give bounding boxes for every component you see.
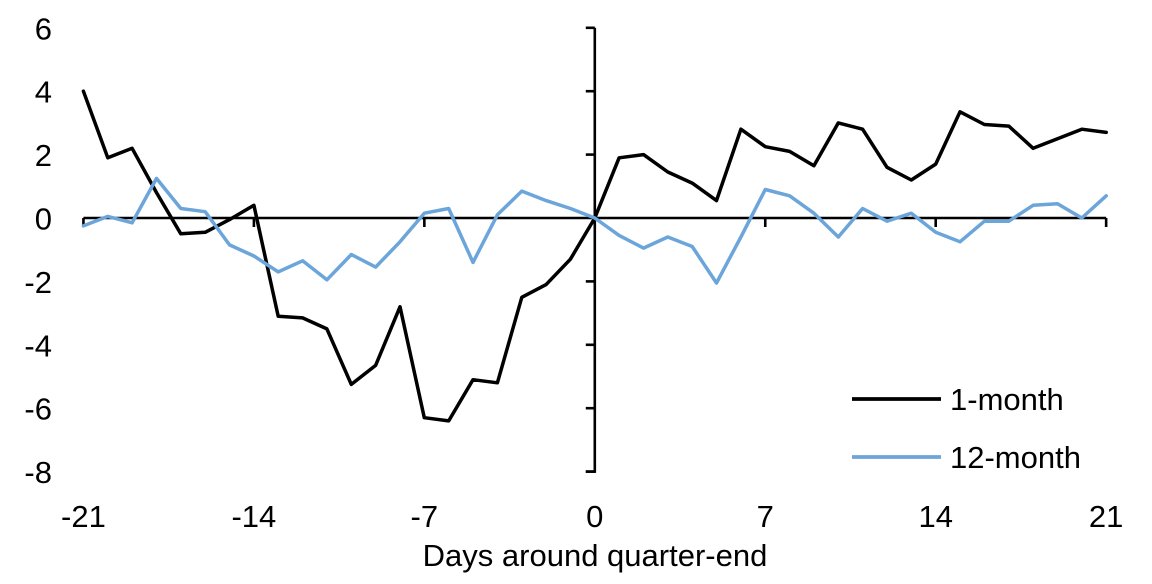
y-tick-label: 2 [35, 138, 52, 173]
y-tick-label: 4 [35, 75, 52, 110]
x-tick-label: 0 [586, 499, 603, 534]
series-lines [81, 89, 1108, 423]
x-axis-title: Days around quarter-end [423, 538, 768, 573]
y-tick-label: -2 [24, 265, 52, 300]
y-tick-label: 6 [35, 11, 52, 46]
y-tick-label: -8 [24, 455, 52, 490]
legend: 1-month 12-month [852, 382, 1081, 475]
y-tick-label: -6 [24, 392, 52, 427]
series-line-12-month [81, 176, 1108, 285]
x-tick-label: 21 [1089, 499, 1123, 534]
y-tick-label: -4 [24, 328, 52, 363]
x-tick-label: 7 [757, 499, 774, 534]
x-tick-label: -7 [411, 499, 439, 534]
legend-label-12-month: 12-month [950, 440, 1081, 475]
x-tick-label: 14 [918, 499, 952, 534]
tick-labels: -21 -14 -7 0 7 14 21 6 4 2 0 -2 -4 -6 -8 [24, 11, 1123, 534]
x-tick-label: -14 [231, 499, 276, 534]
y-tick-label: 0 [35, 202, 52, 237]
x-tick-label: -21 [61, 499, 106, 534]
legend-label-1-month: 1-month [950, 382, 1064, 417]
